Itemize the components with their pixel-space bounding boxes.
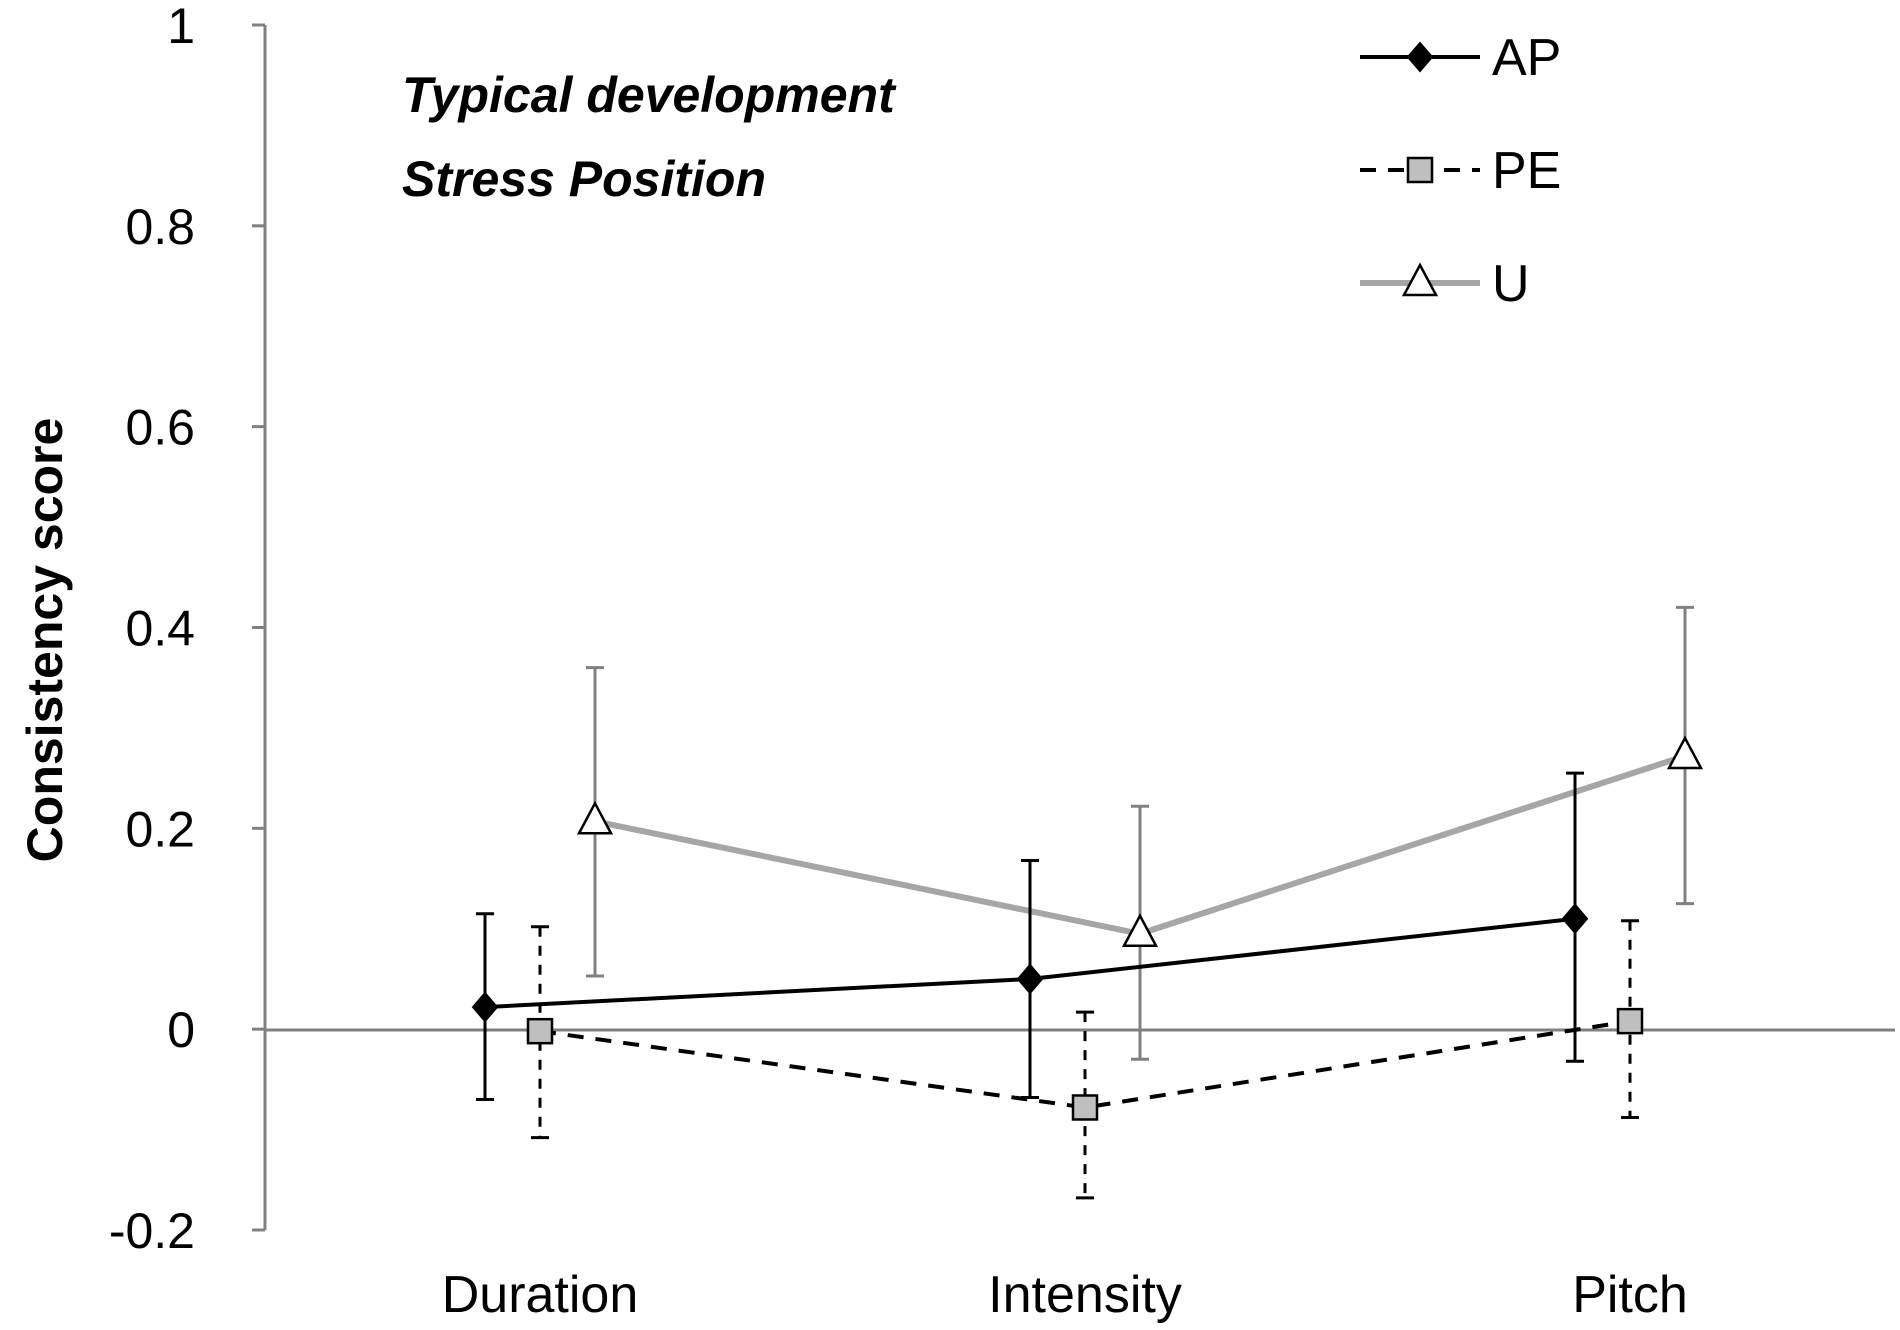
x-category-label: Intensity <box>988 1266 1182 1324</box>
y-tick-label: 0.8 <box>125 199 195 255</box>
y-ticks: -0.2 0 0.2 0.4 0.6 0.8 1 <box>109 0 265 1259</box>
legend-item-u: U <box>1360 255 1530 313</box>
x-category-label: Duration <box>442 1266 639 1324</box>
chart: -0.2 0 0.2 0.4 0.6 0.8 1 Duration Intensity Pitc… <box>0 0 1900 1330</box>
data-point-u <box>579 803 611 833</box>
data-point-pe <box>1618 1009 1642 1033</box>
y-tick-label: 0.4 <box>125 601 195 657</box>
legend-marker <box>1408 43 1432 71</box>
data-point-ap <box>1563 905 1587 933</box>
data-point-ap <box>473 993 497 1021</box>
y-axis-label: Consistency score <box>17 418 73 863</box>
legend-item-ap: AP <box>1360 29 1561 87</box>
legend-label: AP <box>1492 29 1561 87</box>
legend: AP PE U <box>1360 29 1561 313</box>
annotation-line-1: Typical development <box>402 67 897 123</box>
annotation-line-2: Stress Position <box>402 151 766 207</box>
series-pe <box>528 921 1642 1198</box>
data-point-u <box>1669 738 1701 768</box>
series-layer <box>473 607 1701 1197</box>
data-point-pe <box>1073 1095 1097 1119</box>
y-tick-label: 1 <box>167 0 195 54</box>
legend-label: PE <box>1492 142 1561 200</box>
y-tick-label: -0.2 <box>109 1203 195 1259</box>
y-tick-label: 0 <box>167 1002 195 1058</box>
x-category-label: Pitch <box>1572 1266 1688 1324</box>
legend-label: U <box>1492 255 1530 313</box>
legend-item-pe: PE <box>1360 142 1561 200</box>
y-tick-label: 0.6 <box>125 400 195 456</box>
legend-marker <box>1408 158 1432 182</box>
x-category-labels: Duration Intensity Pitch <box>442 1266 1688 1324</box>
y-tick-label: 0.2 <box>125 801 195 857</box>
data-point-ap <box>1018 965 1042 993</box>
data-point-pe <box>528 1019 552 1043</box>
series-u <box>579 607 1701 1059</box>
series-ap <box>473 773 1587 1099</box>
